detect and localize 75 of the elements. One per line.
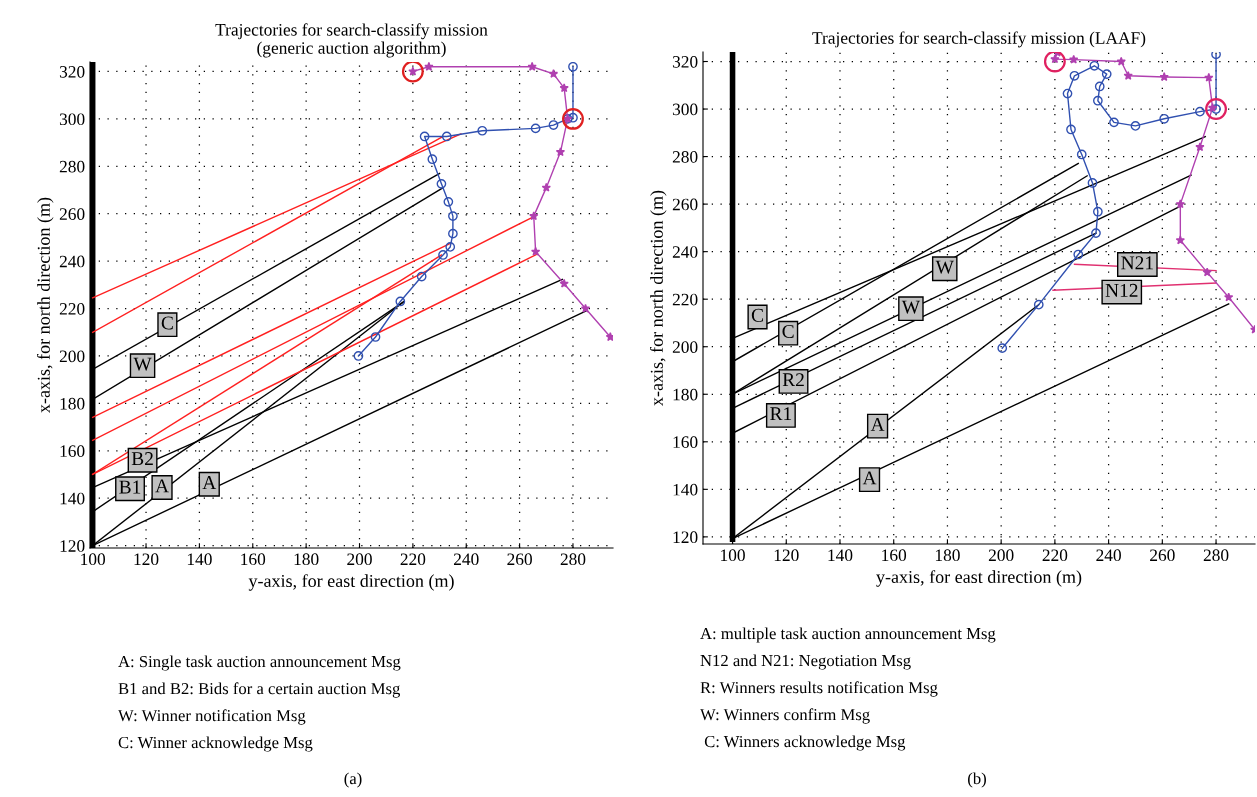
x-tick-label: 260 [507,553,532,566]
annotation: N21 [1121,256,1153,270]
x-axis-title: y-axis, for east direction (m) [248,574,454,591]
x-tick-label: 140 [187,553,212,566]
x-tick-label: 140 [828,549,853,562]
y-tick-label: 280 [672,151,698,163]
y-tick-label: 200 [59,350,85,363]
chart-title: Trajectories for search-classify mission (generic auction algorithm) [215,23,488,58]
annotation: C [751,308,763,322]
annotation: W [133,357,152,371]
y-tick-label: 320 [672,55,698,68]
annotation: R2 [782,373,804,387]
text: N12 and N21: Negotiation Msg [700,654,911,670]
annotation: W [935,260,954,274]
text: C: Winner acknowledge Msg [118,736,313,752]
y-tick-label: 160 [60,445,85,457]
x-axis-title: y-axis, for east direction (m) [876,570,1082,587]
y-tick-label: 260 [672,198,698,211]
x-tick-label: 160 [882,549,907,562]
x-tick-label: 280 [1203,549,1229,562]
y-tick-label: 180 [60,397,85,410]
x-tick-label: 100 [721,549,745,562]
annotation: A [870,417,885,431]
text: (a) [344,772,362,788]
annotation: C [782,324,794,339]
y-tick-label: 120 [673,531,698,544]
x-tick-label: 160 [241,553,266,566]
x-tick-label: 260 [1150,549,1175,562]
text: R: Winners results notification Msg [700,681,938,697]
annotation: A [202,476,217,489]
text: A: multiple task auction announcement Msg [700,627,996,643]
annotation: A [155,479,169,493]
x-tick-label: 100 [81,553,106,566]
y-tick-label: 180 [673,388,698,401]
x-tick-label: 240 [453,553,479,566]
annotation: N12 [1105,283,1138,297]
y-axis-title: x-axis, for north direction (m) [36,197,54,413]
y-tick-label: 320 [59,65,85,78]
x-tick-label: 120 [134,553,159,566]
y-tick-label: 140 [60,492,85,505]
chart-title: Trajectories for search-classify mission (LAAF) [812,31,1146,48]
annotation: B2 [131,452,153,466]
y-tick-label: 140 [673,483,698,496]
x-tick-label: 200 [347,553,372,566]
annotation: C [161,316,173,330]
x-tick-label: 240 [1096,549,1121,562]
text: W: Winner notification Msg [118,709,306,725]
y-tick-label: 120 [60,540,85,552]
y-tick-label: 300 [672,103,698,116]
x-tick-label: 200 [988,549,1014,562]
text: C: Winners acknowledge Msg [704,735,906,751]
x-tick-label: 280 [560,553,586,566]
x-tick-label: 180 [935,549,960,562]
y-tick-label: 240 [59,255,85,268]
y-tick-label: 280 [59,160,85,173]
y-tick-label: 220 [672,293,698,306]
annotation: R1 [770,407,792,421]
annotation: B1 [119,480,141,494]
y-tick-label: 220 [59,303,85,315]
text: (b) [968,772,986,788]
y-tick-label: 260 [59,208,85,220]
text: B1 and B2: Bids for a certain auction Msg [118,682,401,698]
y-axis-title: x-axis, for north direction (m) [649,190,667,406]
y-tick-label: 200 [672,341,698,353]
x-tick-label: 220 [400,553,426,566]
y-tick-label: 240 [672,246,698,258]
y-tick-label: 300 [59,113,85,126]
x-tick-label: 220 [1042,549,1068,562]
y-tick-label: 160 [673,436,698,448]
annotation: W [901,300,921,314]
x-tick-label: 180 [294,553,319,566]
x-tick-label: 120 [774,549,799,562]
text: A: Single task auction announcement Msg [118,655,401,671]
text: W: Winners confirm Msg [700,708,870,724]
annotation: A [862,471,877,485]
